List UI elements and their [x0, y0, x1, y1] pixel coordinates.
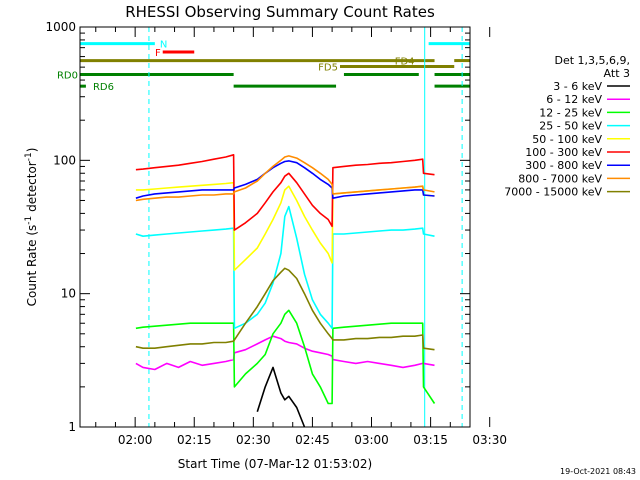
y-tick-label: 1	[68, 420, 76, 434]
x-tick-label: 03:15	[413, 433, 448, 447]
chart-title: RHESSI Observing Summary Count Rates	[125, 3, 435, 21]
x-tick-label: 02:30	[236, 433, 271, 447]
legend-label-100-300-kev: 100 - 300 keV	[525, 146, 602, 159]
data-series	[135, 154, 436, 428]
flag-label-fd4: FD4	[395, 57, 415, 68]
legend-label-6-12-kev: 6 - 12 keV	[546, 93, 602, 106]
timestamp: 19-Oct-2021 08:43	[560, 467, 636, 476]
series-50-100-kev	[135, 181, 435, 271]
flag-label-n: N	[160, 40, 167, 51]
series-3-6-kev	[256, 366, 306, 428]
x-axis: 02:00 02:15 02:30 02:45 03:00 03:15 03:30	[95, 27, 507, 447]
series-12-25-kev	[135, 309, 436, 405]
x-tick-label: 03:00	[354, 433, 389, 447]
legend-label-7000-15000-kev: 7000 - 15000 keV	[504, 186, 602, 199]
legend-label-12-25-kev: 12 - 25 keV	[539, 106, 602, 119]
x-tick-label: 02:45	[295, 433, 330, 447]
flag-label-rd6: RD6	[93, 82, 114, 93]
y-tick-label: 100	[53, 153, 76, 167]
flag-label-rd0: RD0	[57, 71, 78, 82]
x-tick-label: 02:00	[118, 433, 153, 447]
y-axis: 1 10 100 1000	[45, 20, 470, 434]
legend-label-300-800-kev: 300 - 800 keV	[525, 159, 602, 172]
x-axis-label: Start Time (07-Mar-12 01:53:02)	[178, 457, 372, 471]
y-axis-label: Count Rate (s-1 detector-1)	[24, 148, 39, 307]
flag-label-f: F	[155, 48, 161, 59]
legend-header-line2: Att 3	[604, 67, 630, 80]
legend-label-25-50-kev: 25 - 50 keV	[539, 120, 602, 133]
legend-header-line1: Det 1,3,5,6,9,	[554, 54, 630, 67]
series-6-12-kev	[135, 335, 435, 371]
x-tick-label: 03:30	[472, 433, 507, 447]
series-25-50-kev	[135, 205, 435, 330]
legend-label-800-7000-kev: 800 - 7000 keV	[518, 172, 602, 185]
y-tick-label: 1000	[45, 20, 76, 34]
legend-label-3-6-kev: 3 - 6 keV	[553, 80, 602, 93]
series-7000-15000-kev	[135, 267, 435, 351]
x-tick-label: 02:15	[177, 433, 212, 447]
y-tick-label: 10	[61, 287, 76, 301]
series-800-7000-kev	[135, 155, 435, 202]
plot-frame	[79, 26, 471, 428]
series-100-300-kev	[135, 154, 435, 231]
flag-bars: NF FD4 FD5 RD0 RD6	[57, 40, 470, 93]
series-300-800-kev	[135, 160, 435, 199]
legend-label-50-100-kev: 50 - 100 keV	[532, 133, 602, 146]
flag-label-fd5: FD5	[318, 63, 338, 74]
